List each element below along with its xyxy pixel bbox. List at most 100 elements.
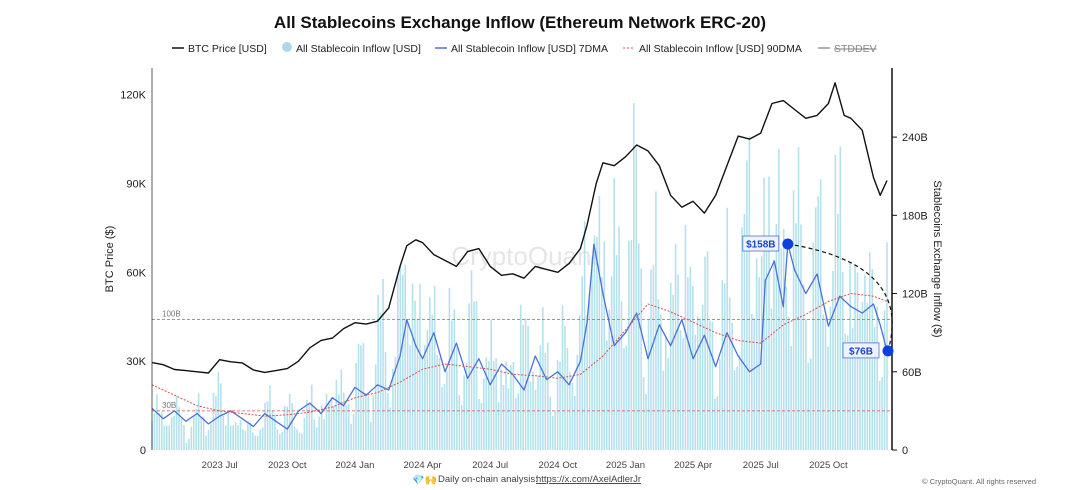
x-tick: 2025 Jan	[606, 460, 645, 471]
inflow-bar	[687, 277, 689, 450]
inflow-bar	[721, 280, 724, 450]
inflow-bar	[802, 284, 805, 450]
inflow-bar	[510, 365, 512, 450]
inflow-bar	[667, 358, 670, 450]
x-tick: 2023 Oct	[268, 460, 307, 471]
legend-7dma[interactable]: All Stablecoin Inflow [USD] 7DMA	[451, 43, 608, 55]
inflow-bar	[249, 422, 252, 450]
inflow-bar	[787, 316, 790, 450]
inflow-bar	[401, 274, 404, 450]
inflow-bar	[296, 429, 298, 450]
inflow-bar	[293, 426, 296, 450]
right-tick: 240B	[902, 132, 928, 144]
inflow-bar	[426, 329, 429, 450]
inflow-bar	[633, 103, 635, 451]
inflow-bar	[416, 318, 419, 450]
inflow-bar	[542, 307, 544, 450]
inflow-bar	[303, 417, 306, 450]
annotation-label: $158B	[746, 240, 775, 251]
inflow-bar	[446, 371, 448, 450]
inflow-bar	[765, 241, 768, 450]
inflow-bar	[839, 146, 842, 451]
inflow-bar	[392, 368, 394, 450]
inflow-bar	[288, 393, 291, 450]
inflow-bar	[876, 306, 878, 450]
inflow-bar	[352, 413, 355, 450]
ref-label-100B: 100B	[162, 310, 181, 319]
inflow-bar	[318, 416, 320, 450]
inflow-bar	[841, 271, 844, 450]
inflow-bar	[657, 299, 660, 450]
inflow-bar	[881, 377, 883, 450]
inflow-bar	[347, 403, 350, 450]
inflow-bar	[237, 425, 239, 450]
annotation-box	[742, 235, 780, 252]
inflow-bar	[183, 425, 185, 450]
inflow-bar	[394, 356, 397, 450]
inflow-bar	[384, 351, 387, 450]
inflow-bar	[743, 213, 746, 450]
inflow-bar	[443, 383, 446, 450]
inflow-bar	[399, 266, 402, 450]
inflow-bar	[660, 314, 662, 450]
inflow-bar	[605, 340, 608, 450]
inflow-bar	[362, 343, 365, 450]
footer-link[interactable]: https://x.com/AxelAdlerJr	[536, 474, 641, 485]
legend-90dma[interactable]: All Stablecoin Inflow [USD] 90DMA	[639, 43, 802, 55]
inflow-bar	[215, 395, 217, 450]
legend-stddev[interactable]: STDDEV	[834, 43, 877, 55]
inflow-bar	[856, 272, 859, 450]
inflow-bar	[581, 276, 583, 450]
inflow-bar	[755, 258, 758, 450]
inflow-bar	[598, 195, 601, 450]
inflow-bar	[731, 322, 733, 450]
inflow-bar	[613, 178, 615, 451]
inflow-bar	[837, 214, 839, 450]
inflow-bar	[483, 378, 485, 450]
inflow-bar	[192, 415, 195, 450]
inflow-bar	[505, 361, 507, 450]
inflow-bar	[212, 392, 215, 450]
inflow-bar	[247, 421, 249, 450]
inflow-bar	[239, 420, 242, 450]
inflow-bar	[315, 427, 318, 450]
inflow-bar	[578, 315, 581, 450]
inflow-bar	[438, 357, 441, 450]
inflow-bar	[448, 287, 451, 450]
inflow-bar	[529, 381, 532, 450]
watermark: CryptoQuant	[451, 241, 599, 271]
inflow-bar	[350, 423, 352, 450]
inflow-bar	[490, 320, 493, 450]
x-tick: 2025 Oct	[809, 460, 848, 471]
inflow-bar	[593, 235, 596, 450]
inflow-bar	[775, 223, 778, 450]
inflow-bar	[696, 316, 699, 450]
inflow-bar	[620, 301, 623, 450]
inflow-bar	[205, 435, 207, 450]
inflow-bar	[736, 366, 738, 450]
inflow-bar	[684, 225, 687, 450]
inflow-bar	[551, 415, 554, 450]
inflow-bar	[664, 335, 667, 450]
inflow-bar	[770, 308, 773, 450]
copyright: © CryptoQuant. All rights reserved	[922, 477, 1036, 486]
legend-btc[interactable]: BTC Price [USD]	[188, 43, 267, 55]
x-tick: 2024 Jan	[335, 460, 374, 471]
inflow-bar	[421, 357, 424, 450]
inflow-bar	[170, 417, 173, 450]
inflow-bar	[635, 148, 638, 451]
inflow-bar	[805, 318, 807, 450]
inflow-bar	[859, 313, 861, 450]
diamond-hands-icon: 💎🙌	[412, 474, 437, 486]
inflow-bar	[549, 396, 552, 450]
inflow-bar	[603, 241, 606, 450]
inflow-bar	[188, 438, 190, 450]
inflow-bar	[178, 407, 180, 450]
inflow-bar	[564, 325, 566, 450]
left-tick: 90K	[126, 178, 146, 190]
x-tick: 2025 Jul	[743, 460, 779, 471]
inflow-bar	[320, 405, 323, 450]
legend-inflow[interactable]: All Stablecoin Inflow [USD]	[296, 43, 421, 55]
inflow-bar	[714, 398, 716, 450]
inflow-bar	[190, 426, 193, 450]
